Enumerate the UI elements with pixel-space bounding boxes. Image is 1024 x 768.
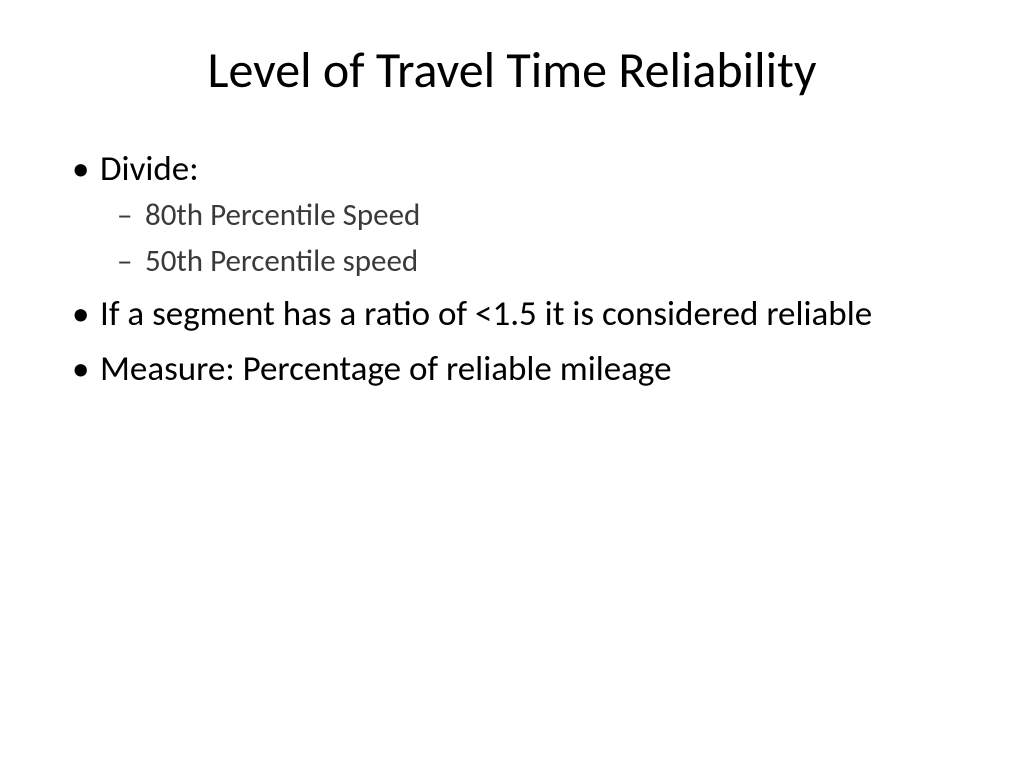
slide-content: Divide: 80th Percentile Speed 50th Perce…: [60, 146, 964, 393]
slide-container: Level of Travel Time Reliability Divide:…: [0, 0, 1024, 768]
bullet-text: Divide:: [100, 148, 199, 190]
bullet-item: Measure: Percentage of reliable mileage: [100, 346, 964, 393]
sub-bullet-list: 80th Percentile Speed 50th Percentile sp…: [100, 195, 964, 283]
sub-bullet-text: 80th Percentile Speed: [145, 196, 420, 234]
sub-bullet-item: 80th Percentile Speed: [145, 195, 964, 237]
bullet-item: Divide: 80th Percentile Speed 50th Perce…: [100, 146, 964, 283]
bullet-text: If a segment has a ratio of <1.5 it is c…: [100, 293, 872, 335]
bullet-list: Divide: 80th Percentile Speed 50th Perce…: [60, 146, 964, 393]
sub-bullet-text: 50th Percentile speed: [145, 242, 418, 280]
bullet-item: If a segment has a ratio of <1.5 it is c…: [100, 291, 964, 338]
bullet-text: Measure: Percentage of reliable mileage: [100, 348, 672, 390]
sub-bullet-item: 50th Percentile speed: [145, 241, 964, 283]
slide-title: Level of Travel Time Reliability: [60, 40, 964, 101]
